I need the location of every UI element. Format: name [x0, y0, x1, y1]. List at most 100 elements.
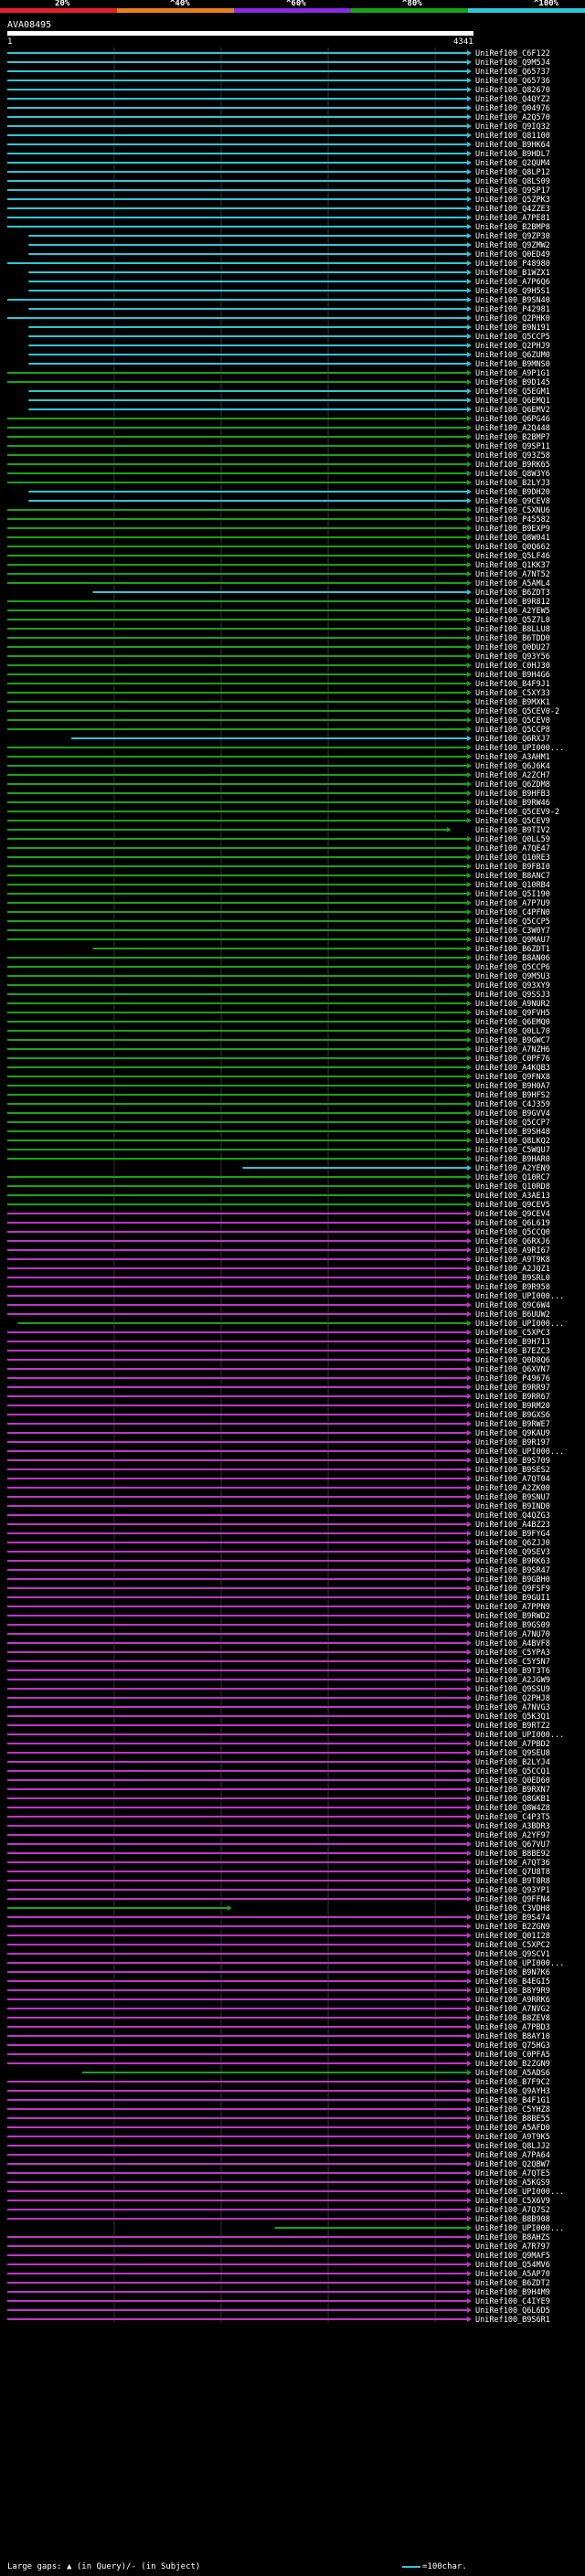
hit-arrow [467, 1421, 472, 1426]
hit-row: UniRef100_Q9M5J4 [7, 58, 550, 68]
hit-label: UniRef100_A5ADS6 [475, 2069, 550, 2078]
hit-arrow [467, 242, 472, 248]
hit-row: UniRef100_A7P7U9 [7, 899, 550, 908]
hit-label: UniRef100_Q9SCV1 [475, 1950, 550, 1959]
hit-arrow [467, 2115, 472, 2121]
hit-arrow [467, 78, 472, 83]
hit-label: UniRef100_Q10RD8 [475, 1182, 550, 1192]
hit-row: UniRef100_Q1KK37 [7, 561, 550, 570]
hit-arrow [467, 398, 472, 403]
hit-row: UniRef100_C5WQU7 [7, 1146, 550, 1155]
hit-row: UniRef100_UPI000... [7, 2188, 564, 2197]
hit-row: UniRef100_B9R197 [7, 1438, 550, 1447]
hit-row: UniRef100_Q8GKB1 [7, 1795, 550, 1804]
hit-row: UniRef100_A3AE13 [7, 1192, 550, 1201]
hit-arrow [467, 2271, 472, 2276]
hit-row: UniRef100_A7NVG3 [7, 1703, 550, 1712]
hit-label: UniRef100_Q6RXJ6 [475, 1237, 550, 1246]
hit-arrow [467, 772, 472, 778]
hit-label: UniRef100_B9R958 [475, 1283, 550, 1292]
hit-row: UniRef100_Q6PG46 [7, 415, 550, 424]
hit-label: UniRef100_B9T3T6 [475, 1667, 550, 1676]
hit-row: UniRef100_Q5EGM1 [28, 387, 550, 397]
hit-label: UniRef100_B9R812 [475, 598, 550, 607]
hit-label: UniRef100_C3W0Y7 [475, 927, 550, 936]
hit-arrow [467, 1659, 472, 1664]
hit-arrow [467, 2298, 472, 2304]
hit-arrow [467, 2079, 472, 2084]
hit-label: UniRef100_A7QTE5 [475, 2169, 550, 2178]
hit-label: UniRef100_Q9FSF9 [475, 1585, 550, 1594]
hit-label: UniRef100_B9SH48 [475, 1128, 550, 1137]
hit-label: UniRef100_A2JGW9 [475, 1676, 550, 1685]
hit-row: UniRef100_A7PA64 [7, 2151, 550, 2160]
hit-row: UniRef100_B8BE55 [7, 2115, 550, 2124]
hit-row: UniRef100_A2JGW9 [7, 1676, 550, 1685]
hit-label: UniRef100_Q9SSJ3 [475, 991, 550, 1000]
hit-label: UniRef100_Q93Z58 [475, 451, 550, 461]
hit-label: UniRef100_Q9CEV5 [475, 1201, 550, 1210]
hit-row: UniRef100_Q9FFN4 [7, 1895, 550, 1904]
hit-arrow [467, 663, 472, 668]
hit-row: UniRef100_B8ZEV8 [7, 2014, 550, 2023]
hit-arrow [467, 1595, 472, 1600]
hit-label: UniRef100_A7NT52 [475, 570, 550, 579]
hit-label: UniRef100_A5AP70 [475, 2270, 550, 2279]
hit-arrow [467, 2289, 472, 2295]
hit-row: UniRef100_A9T9K5 [7, 2133, 550, 2142]
scale-label-20: 20% [55, 0, 70, 8]
hit-row: UniRef100_A2ZK00 [7, 1484, 550, 1493]
hit-arrow [467, 690, 472, 695]
hit-label: UniRef100_B6ZDT2 [475, 2279, 550, 2288]
hit-row: UniRef100_B2BMP8 [7, 223, 550, 232]
hit-label: UniRef100_Q5CEV0-2 [475, 707, 559, 716]
hit-label: UniRef100_Q9SEV3 [475, 1548, 550, 1557]
hit-arrow [467, 1677, 472, 1682]
hit-arrow [467, 1193, 472, 1198]
hit-label: UniRef100_Q8W3Y6 [475, 470, 550, 479]
hit-row: UniRef100_Q10RB4 [7, 881, 550, 890]
hit-arrow [467, 1366, 472, 1372]
hit-label: UniRef100_Q93XY9 [475, 981, 550, 991]
hit-label: UniRef100_B8LLU8 [475, 625, 550, 634]
hit-row: UniRef100_P45582 [7, 515, 550, 525]
hit-arrow [467, 1951, 472, 1956]
hit-label: UniRef100_B9GS09 [475, 1621, 550, 1630]
hit-arrow [467, 87, 472, 92]
hit-row: UniRef100_Q6RXJ6 [7, 1237, 550, 1246]
hit-row: UniRef100_C0PFA5 [7, 2051, 550, 2060]
hit-row: UniRef100_C0PF76 [7, 1055, 550, 1064]
hit-arrow [467, 1604, 472, 1609]
hit-label: UniRef100_P48980 [475, 260, 550, 269]
hit-row: UniRef100_A2YF97 [7, 1831, 550, 1840]
hit-row: UniRef100_B9N7K6 [7, 1968, 550, 1977]
hit-arrow [467, 1576, 472, 1582]
hit-row: UniRef100_Q82670 [7, 86, 550, 95]
hit-arrow [467, 251, 472, 257]
hit-label: UniRef100_B2LYJ4 [475, 1758, 550, 1767]
hit-label: UniRef100_B9GBH0 [475, 1575, 550, 1585]
hit-arrow [467, 900, 472, 906]
hit-row: UniRef100_Q0D8Q6 [7, 1356, 550, 1365]
hit-arrow [467, 498, 472, 504]
hit-arrow [467, 608, 472, 613]
hit-row: UniRef100_B8Y9R9 [7, 1987, 550, 1996]
hit-arrow [467, 1531, 472, 1536]
hit-label: UniRef100_A9NUR2 [475, 1000, 550, 1009]
hit-label: UniRef100_B9RW46 [475, 799, 550, 808]
hit-label: UniRef100_B8B908 [475, 2215, 550, 2224]
hit-arrow [467, 1467, 472, 1472]
hit-label: UniRef100_B7EZC3 [475, 1347, 550, 1356]
hit-arrow [467, 1311, 472, 1317]
hit-label: UniRef100_B9FBI0 [475, 863, 550, 872]
hit-row: UniRef100_Q6EMQ0 [7, 1018, 550, 1027]
hit-row: UniRef100_Q9CEV4 [7, 1210, 550, 1219]
hit-row: UniRef100_Q5I190 [7, 890, 550, 899]
hit-arrow [467, 1055, 472, 1061]
hit-arrow [467, 370, 472, 376]
hit-label: UniRef100_UPI000... [475, 1731, 564, 1740]
hit-arrow [467, 1741, 472, 1746]
hit-arrow [467, 1147, 472, 1152]
hit-label: UniRef100_B9EXP9 [475, 525, 550, 534]
hit-row: UniRef100_B4F9J1 [7, 680, 550, 689]
